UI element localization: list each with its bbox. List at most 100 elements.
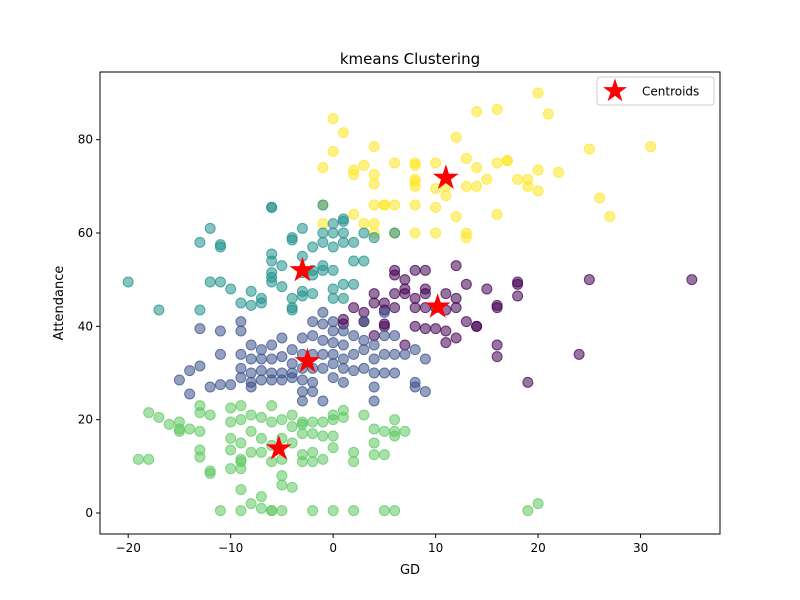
data-point — [532, 164, 544, 176]
data-point — [430, 157, 442, 169]
data-point — [327, 113, 339, 125]
data-point — [389, 505, 401, 517]
data-point — [337, 292, 349, 304]
data-point — [594, 192, 606, 204]
data-point — [214, 379, 226, 391]
data-point — [348, 302, 360, 314]
data-point — [317, 453, 329, 465]
data-point — [266, 201, 278, 213]
data-point — [276, 414, 288, 426]
data-point — [430, 201, 442, 213]
data-point — [225, 283, 237, 295]
data-point — [512, 173, 524, 185]
data-point — [399, 288, 411, 300]
data-point — [132, 453, 144, 465]
centroid-star-icon — [289, 256, 316, 282]
data-point — [399, 274, 411, 286]
data-point — [491, 302, 503, 314]
data-point — [296, 332, 308, 344]
data-point — [389, 414, 401, 426]
data-point — [389, 367, 401, 379]
data-point — [368, 339, 380, 351]
data-point — [348, 365, 360, 377]
data-point — [317, 334, 329, 346]
data-point — [214, 325, 226, 337]
data-point — [255, 502, 267, 514]
data-point — [286, 234, 298, 246]
data-point — [337, 411, 349, 423]
data-point — [337, 376, 349, 388]
data-point — [440, 190, 452, 202]
data-point — [378, 425, 390, 437]
data-point — [286, 409, 298, 421]
data-point — [266, 276, 278, 288]
data-point — [368, 178, 380, 190]
data-point — [307, 376, 319, 388]
x-tick-label: 30 — [633, 541, 648, 555]
data-point — [307, 316, 319, 328]
data-point — [348, 236, 360, 248]
data-point — [368, 169, 380, 181]
data-point — [337, 353, 349, 365]
data-point — [296, 428, 308, 440]
data-point — [348, 208, 360, 220]
data-point — [686, 274, 698, 286]
data-point — [491, 351, 503, 363]
data-point — [348, 255, 360, 267]
data-point — [460, 232, 472, 244]
x-tick-label: 10 — [428, 541, 443, 555]
data-point — [296, 374, 308, 386]
data-point — [409, 199, 421, 211]
data-point — [307, 330, 319, 342]
data-point — [389, 157, 401, 169]
data-point — [440, 325, 452, 337]
data-point — [327, 414, 339, 426]
data-point — [348, 446, 360, 458]
data-point — [286, 304, 298, 316]
data-point — [512, 278, 524, 290]
data-point — [378, 449, 390, 461]
data-point — [194, 304, 206, 316]
data-point — [204, 276, 216, 288]
data-point — [266, 416, 278, 428]
y-axis-label: Attendance — [52, 266, 67, 341]
data-point — [245, 285, 257, 297]
data-point — [327, 241, 339, 253]
data-point — [358, 218, 370, 230]
data-point — [491, 339, 503, 351]
data-point — [266, 339, 278, 351]
data-point — [337, 127, 349, 139]
centroid-star-icon — [294, 347, 321, 373]
data-point — [450, 260, 462, 272]
data-point — [368, 232, 380, 244]
data-point — [276, 470, 288, 482]
data-point — [389, 330, 401, 342]
data-point — [184, 365, 196, 377]
data-point — [245, 409, 257, 421]
y-tick-label: 80 — [78, 133, 93, 147]
data-point — [378, 505, 390, 517]
data-point — [327, 325, 339, 337]
y-tick-label: 40 — [78, 319, 93, 333]
data-point — [348, 348, 360, 360]
data-point — [307, 456, 319, 468]
data-point — [235, 505, 247, 517]
data-point — [184, 423, 196, 435]
data-point — [409, 264, 421, 276]
data-point — [296, 456, 308, 468]
data-point — [604, 211, 616, 223]
data-point — [327, 430, 339, 442]
data-point — [440, 288, 452, 300]
data-point — [368, 297, 380, 309]
data-point — [245, 339, 257, 351]
data-point — [235, 484, 247, 496]
data-point — [327, 372, 339, 384]
data-point — [204, 381, 216, 393]
data-point — [327, 316, 339, 328]
data-point — [235, 316, 247, 328]
legend-star-shape — [603, 78, 627, 102]
data-point — [378, 320, 390, 332]
data-point — [317, 162, 329, 174]
data-point — [204, 409, 216, 421]
data-point — [389, 348, 401, 360]
